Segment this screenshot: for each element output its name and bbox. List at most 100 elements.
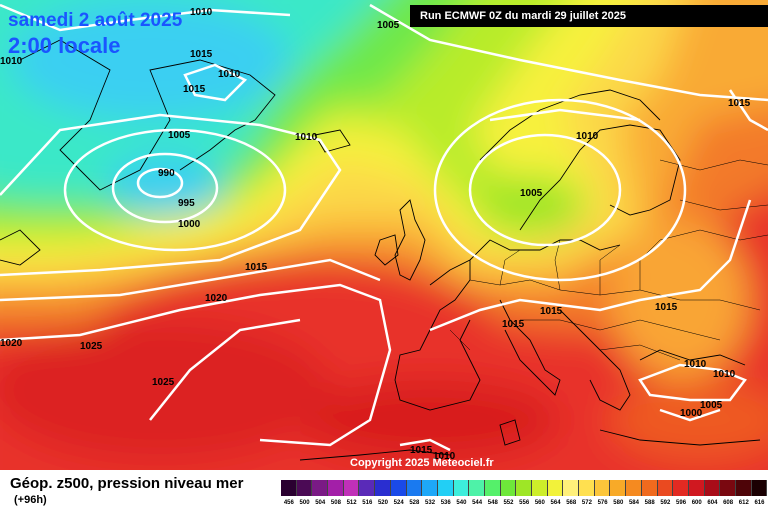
pressure-label: 1010 [684, 359, 707, 370]
pressure-label: 1005 [520, 188, 543, 199]
color-swatch [390, 480, 407, 496]
scale-tick-label: 576 [597, 500, 608, 506]
legend-title: Géop. z500, pression niveau mer [10, 475, 244, 492]
color-swatch [594, 480, 611, 496]
color-swatch [281, 480, 297, 496]
scale-tick-label: 456 [283, 500, 294, 506]
pressure-label: 1000 [680, 408, 703, 419]
run-info-banner: Run ECMWF 0Z du mardi 29 juillet 2025 [410, 5, 768, 27]
pressure-label: 990 [158, 168, 175, 179]
pressure-label: 1010 [0, 56, 23, 67]
color-scale-ticks: 456 500 504 508 512 516 520 524 528 532 536 540 544 5… [281, 500, 767, 506]
color-swatch [516, 480, 532, 496]
scale-tick-label: 588 [644, 500, 655, 506]
scale-tick-label: 512 [346, 500, 357, 506]
scale-tick-label: 544 [472, 500, 483, 506]
forecast-date: samedi 2 août 2025 [8, 10, 183, 31]
color-swatch [532, 480, 548, 496]
pressure-label: 1015 [245, 262, 268, 273]
color-swatch [751, 480, 768, 496]
scale-tick-label: 556 [519, 500, 530, 506]
pressure-label: 1020 [0, 338, 23, 349]
coastlines [0, 39, 761, 461]
scale-tick-label: 504 [315, 500, 326, 506]
color-swatch [469, 480, 485, 496]
color-swatch [547, 480, 564, 496]
pressure-label: 1010 [576, 131, 599, 142]
scale-tick-label: 592 [660, 500, 671, 506]
color-swatch [688, 480, 705, 496]
forecast-local-time: 2:00 locale [8, 33, 121, 58]
color-swatch [359, 480, 376, 496]
pressure-label: 1015 [183, 84, 206, 95]
weather-map: 1010 1005 1015 1010 1015 1010 1005 1010 … [0, 0, 768, 470]
pressure-label: 1025 [80, 341, 103, 352]
scale-tick-label: 532 [425, 500, 436, 506]
pressure-label: 1010 [218, 69, 241, 80]
scale-tick-label: 596 [676, 500, 687, 506]
scale-tick-label: 508 [330, 500, 341, 506]
geopotential-color-field [0, 0, 768, 470]
pressure-label: 1015 [728, 98, 751, 109]
pressure-label: 1010 [190, 7, 213, 18]
scale-tick-label: 600 [691, 500, 702, 506]
pressure-labels: 1010 1005 1015 1010 1015 1010 1005 1010 … [0, 7, 751, 462]
legend-bar: Géop. z500, pression niveau mer (+96h) 4… [0, 470, 768, 512]
pressure-label: 1005 [700, 400, 723, 411]
color-swatch [735, 480, 752, 496]
pressure-label: 1025 [152, 377, 175, 388]
color-swatch [626, 480, 642, 496]
scale-tick-label: 572 [581, 500, 592, 506]
pressure-label: 1015 [655, 302, 678, 313]
scale-tick-label: 560 [534, 500, 545, 506]
pressure-label: 1010 [713, 369, 736, 380]
color-swatch [704, 480, 721, 496]
pressure-label: 1020 [205, 293, 228, 304]
scale-tick-label: 548 [487, 500, 498, 506]
color-swatch [720, 480, 736, 496]
color-swatch [657, 480, 674, 496]
scale-tick-label: 520 [377, 500, 388, 506]
scale-tick-label: 580 [613, 500, 624, 506]
color-swatch [437, 480, 454, 496]
legend-lead-time: (+96h) [14, 494, 47, 506]
scale-tick-label: 604 [707, 500, 718, 506]
scale-tick-label: 552 [503, 500, 514, 506]
color-swatch [312, 480, 329, 496]
scale-tick-label: 564 [550, 500, 561, 506]
color-swatch [641, 480, 658, 496]
color-swatch [375, 480, 391, 496]
pressure-label: 1005 [377, 20, 400, 31]
color-swatch [422, 480, 438, 496]
pressure-label: 1015 [190, 49, 213, 60]
pressure-label: 1015 [502, 319, 525, 330]
scale-tick-label: 612 [738, 500, 749, 506]
scale-tick-label: 608 [723, 500, 734, 506]
pressure-label: 1000 [178, 219, 201, 230]
color-swatch [579, 480, 595, 496]
scale-tick-label: 616 [754, 500, 765, 506]
color-swatch [328, 480, 344, 496]
color-scale [281, 480, 768, 496]
map-canvas: 1010 1005 1015 1010 1015 1010 1005 1010 … [0, 0, 768, 470]
color-swatch [406, 480, 423, 496]
scale-tick-label: 524 [393, 500, 404, 506]
scale-tick-label: 536 [440, 500, 451, 506]
scale-tick-label: 516 [362, 500, 373, 506]
pressure-label: 1015 [540, 306, 563, 317]
pressure-label: 1015 [410, 445, 433, 456]
scale-tick-label: 568 [566, 500, 577, 506]
scale-tick-label: 500 [299, 500, 310, 506]
color-swatch [500, 480, 517, 496]
scale-tick-label: 584 [628, 500, 639, 506]
color-swatch [343, 480, 360, 496]
color-swatch [610, 480, 627, 496]
isobars [0, 3, 768, 452]
color-swatch [296, 480, 313, 496]
copyright-text: Copyright 2025 Meteociel.fr [350, 457, 494, 469]
color-swatch [453, 480, 470, 496]
pressure-label: 1010 [433, 451, 456, 462]
pressure-label: 995 [178, 198, 195, 209]
color-swatch [563, 480, 580, 496]
color-swatch [484, 480, 501, 496]
